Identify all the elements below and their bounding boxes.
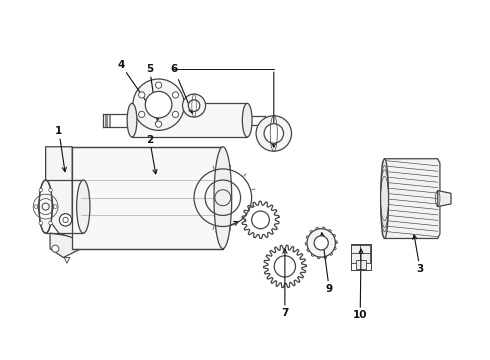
Ellipse shape [76,180,90,233]
Text: 10: 10 [353,249,368,320]
Text: 5: 5 [146,64,159,126]
Bar [132,103,247,137]
Circle shape [172,92,178,98]
Text: 3: 3 [413,235,424,274]
Polygon shape [50,233,81,257]
Circle shape [49,188,52,192]
Bar [351,253,361,263]
Circle shape [188,100,200,111]
Bar [351,244,371,270]
Circle shape [314,236,328,250]
Circle shape [52,245,59,252]
Circle shape [307,229,335,257]
Text: 8: 8 [215,221,238,236]
Bar [351,245,361,255]
Ellipse shape [214,147,232,249]
Bar [360,253,370,263]
Circle shape [34,205,38,208]
Ellipse shape [39,180,52,233]
Ellipse shape [127,103,137,137]
Bar [360,245,370,255]
Text: 7: 7 [281,249,289,318]
Ellipse shape [381,159,389,238]
Circle shape [49,221,52,225]
Ellipse shape [243,103,252,137]
Text: 2: 2 [146,135,157,174]
Circle shape [183,94,206,117]
Circle shape [133,79,184,130]
Circle shape [59,214,72,226]
Circle shape [155,82,162,88]
Circle shape [139,92,145,98]
Circle shape [172,111,178,117]
Circle shape [53,205,57,208]
Circle shape [139,111,145,117]
Text: 6: 6 [171,64,193,113]
Bar [356,260,366,270]
Circle shape [146,91,172,118]
Polygon shape [382,159,440,238]
Circle shape [39,221,43,225]
Text: 9: 9 [320,233,333,293]
Circle shape [264,124,284,143]
Polygon shape [46,147,85,242]
Polygon shape [438,191,451,207]
Bar [72,147,223,249]
Circle shape [39,188,43,192]
Text: 1: 1 [55,126,67,172]
Text: 4: 4 [117,60,159,119]
Circle shape [155,121,162,127]
Circle shape [256,116,292,151]
Polygon shape [64,257,70,263]
